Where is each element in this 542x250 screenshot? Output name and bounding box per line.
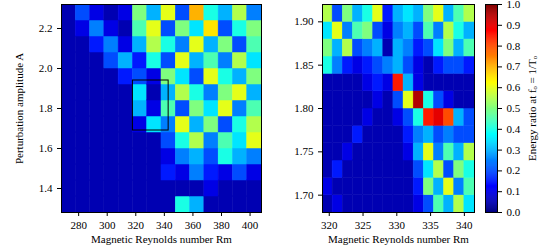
svg-text:320: 320 <box>128 219 145 231</box>
svg-text:0.7: 0.7 <box>507 60 521 72</box>
svg-text:0.4: 0.4 <box>507 123 521 135</box>
svg-text:1.85: 1.85 <box>294 59 314 71</box>
svg-text:380: 380 <box>213 219 230 231</box>
svg-text:360: 360 <box>185 219 202 231</box>
svg-text:0.9: 0.9 <box>507 19 521 31</box>
svg-text:0.6: 0.6 <box>507 81 521 93</box>
svg-text:325: 325 <box>355 219 372 231</box>
svg-text:Perturbation amplitude A: Perturbation amplitude A <box>13 53 25 164</box>
svg-text:340: 340 <box>156 219 173 231</box>
svg-text:0.0: 0.0 <box>507 206 521 218</box>
svg-text:0.2: 0.2 <box>507 164 521 176</box>
svg-text:Magnetic Reynolds number Rm: Magnetic Reynolds number Rm <box>328 233 469 245</box>
svg-text:280: 280 <box>70 219 87 231</box>
svg-text:1.8: 1.8 <box>39 102 53 114</box>
svg-text:300: 300 <box>99 219 116 231</box>
svg-text:0.8: 0.8 <box>507 40 521 52</box>
svg-text:340: 340 <box>456 219 473 231</box>
svg-text:330: 330 <box>389 219 406 231</box>
svg-text:Energy ratio at fₒ = 1/Tₒ: Energy ratio at fₒ = 1/Tₒ <box>526 56 538 161</box>
svg-text:1.75: 1.75 <box>294 145 314 157</box>
svg-text:2.2: 2.2 <box>39 22 53 34</box>
svg-text:2.0: 2.0 <box>39 62 53 74</box>
svg-text:Magnetic Reynolds number Rm: Magnetic Reynolds number Rm <box>91 233 232 245</box>
svg-text:335: 335 <box>422 219 439 231</box>
svg-text:1.0: 1.0 <box>507 0 521 10</box>
svg-text:1.4: 1.4 <box>39 182 53 194</box>
svg-text:1.6: 1.6 <box>39 142 53 154</box>
svg-text:0.3: 0.3 <box>507 144 521 156</box>
svg-text:400: 400 <box>242 219 259 231</box>
svg-text:0.5: 0.5 <box>507 102 521 114</box>
svg-text:1.70: 1.70 <box>294 189 314 201</box>
svg-text:1.80: 1.80 <box>294 102 314 114</box>
svg-text:1.90: 1.90 <box>294 15 314 27</box>
svg-text:320: 320 <box>321 219 338 231</box>
svg-text:0.1: 0.1 <box>507 185 521 197</box>
